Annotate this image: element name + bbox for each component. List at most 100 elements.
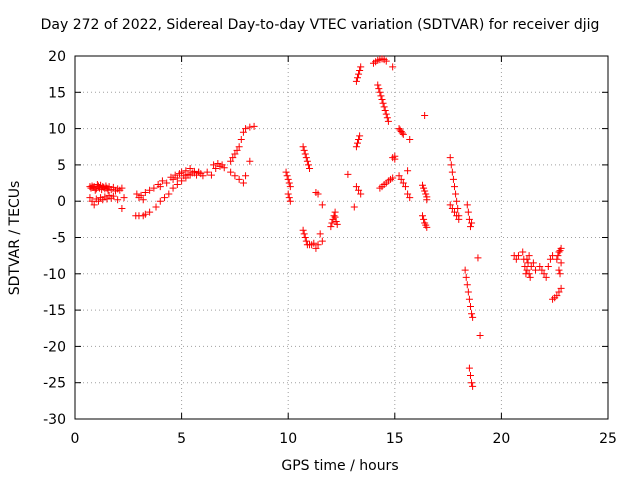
data-point [523,255,531,263]
plot-frame [74,55,609,420]
y-tick-label: 0 [57,194,66,210]
grid-lines [75,56,608,419]
data-point [453,212,461,220]
data-point [423,223,431,231]
data-point [421,187,429,195]
data-point [383,114,391,122]
data-point [448,168,456,176]
data-point [146,208,154,216]
data-point [118,204,126,212]
data-point [404,167,412,175]
data-point [350,203,358,211]
data-point [557,259,565,267]
data-point [465,364,473,372]
data-point [419,212,427,220]
data-point [553,292,561,300]
data-point [246,157,254,165]
data-point [353,74,361,82]
data-point [173,174,181,182]
data-point [235,143,243,151]
data-point [300,230,308,238]
data-point [137,191,145,199]
data-point [420,184,428,192]
data-point [377,92,385,100]
data-point [461,266,469,274]
data-point [327,223,335,231]
data-point [103,195,111,203]
data-point [532,266,540,274]
data-point [207,171,215,179]
data-point [463,201,471,209]
data-point [301,234,309,241]
data-point [406,135,414,143]
y-tick-label: -15 [43,303,66,319]
data-point [538,266,546,274]
data-point [556,270,564,278]
data-point [86,194,94,202]
data-point [455,215,463,223]
data-point [199,172,207,180]
data-point [381,106,389,114]
data-point [182,174,190,182]
data-point [300,146,308,154]
data-point [514,252,522,260]
data-point [397,175,405,183]
data-point [352,183,360,191]
data-point [328,219,336,227]
data-point [355,135,363,143]
data-point [465,215,473,223]
data-point [242,125,250,133]
data-point [555,248,563,256]
data-point [186,171,194,179]
data-point [356,67,364,75]
data-point [109,192,117,200]
data-point [318,201,326,209]
data-point [450,183,458,191]
data-point [312,244,320,252]
data-point [302,154,310,162]
x-tick-label: 25 [599,431,617,447]
data-point [469,382,477,390]
y-tick-label: 15 [48,85,66,101]
data-point [227,168,235,176]
data-point [382,110,390,118]
data-point [554,252,562,260]
y-tick-label: 10 [48,122,66,138]
x-tick-label: 15 [386,431,404,447]
data-point [242,172,250,180]
data-point [352,143,360,151]
data-point [525,270,533,278]
data-point [512,255,520,263]
x-axis-label: GPS time / hours [281,458,398,474]
data-point [419,181,427,189]
data-point [398,129,406,137]
data-point [250,122,258,130]
data-point [210,161,218,169]
data-point [379,99,387,107]
data-point [88,197,96,205]
data-point [422,190,430,198]
data-point [375,85,383,93]
data-point [302,237,310,245]
data-point [557,244,565,252]
data-point [233,146,241,154]
data-point [404,190,412,198]
data-point [286,197,294,205]
data-point [139,196,147,204]
data-point [220,164,228,172]
data-point [133,190,141,198]
data-point [469,313,477,321]
data-point [156,183,164,191]
data-point [557,284,565,292]
data-point [468,310,476,318]
data-point [310,239,318,247]
data-point [374,81,382,89]
data-point [304,161,312,169]
data-point [452,190,460,198]
data-point [399,179,407,187]
data-point [239,179,247,187]
data-point [395,172,403,180]
data-point [227,157,235,165]
data-point [173,181,181,189]
